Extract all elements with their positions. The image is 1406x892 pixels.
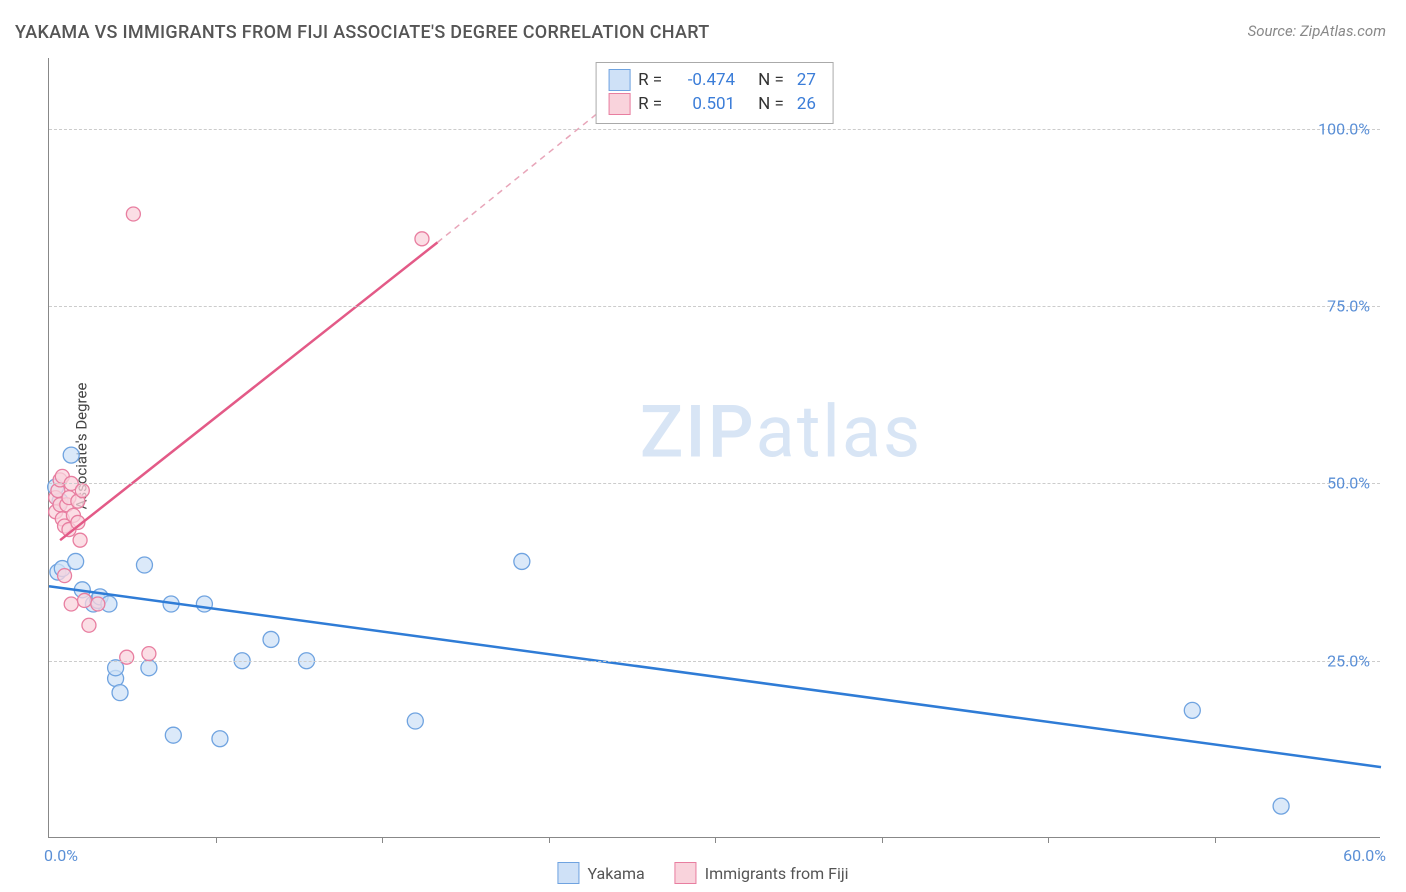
chart-title: YAKAMA VS IMMIGRANTS FROM FIJI ASSOCIATE… xyxy=(15,22,710,43)
data-point xyxy=(73,533,87,547)
data-point xyxy=(212,731,228,747)
stats-legend: R = -0.474 N = 27 R = 0.501 N = 26 xyxy=(595,62,834,124)
data-point xyxy=(196,596,212,612)
data-point xyxy=(126,207,140,221)
stats-legend-row: R = 0.501 N = 26 xyxy=(608,93,821,115)
x-tick xyxy=(715,837,716,843)
bottom-legend-item: Yakama xyxy=(557,862,644,884)
n-label: N = xyxy=(758,70,784,90)
x-tick-label: 60.0% xyxy=(1343,846,1386,865)
r-label: R = xyxy=(638,70,662,90)
legend-swatch xyxy=(608,93,630,115)
regression-line xyxy=(60,242,437,540)
data-point xyxy=(141,660,157,676)
data-point xyxy=(75,484,89,498)
source-label: Source: ZipAtlas.com xyxy=(1248,22,1386,40)
data-point xyxy=(407,713,423,729)
data-point xyxy=(142,647,156,661)
legend-label: Immigrants from Fiji xyxy=(705,864,849,883)
n-value: 27 xyxy=(797,70,816,90)
data-point xyxy=(1273,798,1289,814)
y-tick-label: 50.0% xyxy=(1327,474,1370,493)
data-point xyxy=(68,553,84,569)
legend-label: Yakama xyxy=(587,864,644,883)
n-label: N = xyxy=(758,94,784,114)
bottom-legend: Yakama Immigrants from Fiji xyxy=(557,862,848,884)
bottom-legend-item: Immigrants from Fiji xyxy=(675,862,849,884)
legend-swatch xyxy=(608,69,630,91)
gridline xyxy=(49,306,1380,307)
data-point xyxy=(63,447,79,463)
plot-svg xyxy=(49,58,1380,837)
data-point xyxy=(91,597,105,611)
x-tick xyxy=(882,837,883,843)
n-value: 26 xyxy=(797,94,816,114)
data-point xyxy=(58,569,72,583)
y-tick-label: 25.0% xyxy=(1327,651,1370,670)
x-tick-label: 0.0% xyxy=(44,846,78,865)
gridline xyxy=(49,129,1380,130)
legend-swatch xyxy=(557,862,579,884)
x-tick xyxy=(549,837,550,843)
stats-legend-row: R = -0.474 N = 27 xyxy=(608,69,821,91)
x-tick xyxy=(1215,837,1216,843)
data-point xyxy=(64,597,78,611)
legend-swatch xyxy=(675,862,697,884)
r-label: R = xyxy=(638,94,662,114)
y-tick-label: 100.0% xyxy=(1318,119,1370,138)
data-point xyxy=(78,593,92,607)
plot-area: ZIPatlas R =-0.474N =27R =0.501N =26 25.… xyxy=(48,58,1380,838)
data-point xyxy=(263,631,279,647)
gridline xyxy=(49,483,1380,484)
data-point xyxy=(514,553,530,569)
data-point xyxy=(112,685,128,701)
r-value: 0.501 xyxy=(675,94,735,114)
data-point xyxy=(1184,702,1200,718)
x-tick xyxy=(1048,837,1049,843)
y-tick-label: 75.0% xyxy=(1327,297,1370,316)
data-point xyxy=(120,650,134,664)
data-point xyxy=(165,727,181,743)
data-point xyxy=(415,232,429,246)
regression-line xyxy=(49,586,1381,767)
gridline xyxy=(49,661,1380,662)
data-point xyxy=(82,618,96,632)
r-value: -0.474 xyxy=(675,70,735,90)
data-point xyxy=(136,557,152,573)
x-tick xyxy=(216,837,217,843)
x-tick xyxy=(382,837,383,843)
